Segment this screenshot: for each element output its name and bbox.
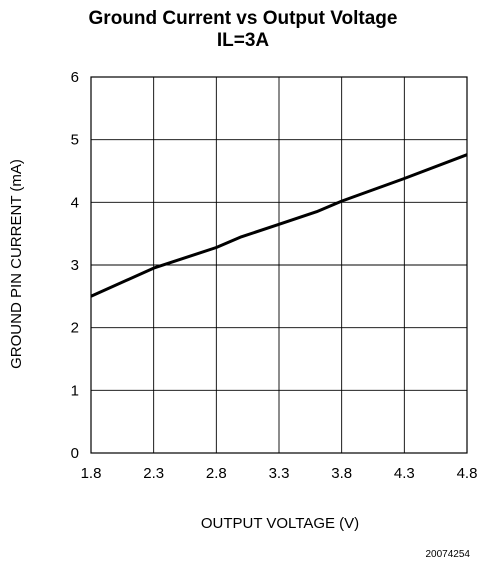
y-tick-label: 4 — [71, 194, 79, 211]
x-tick-label: 3.8 — [331, 465, 352, 482]
y-tick-labels: 0 1 2 3 4 5 6 — [71, 69, 79, 462]
x-tick-label: 4.3 — [394, 465, 415, 482]
x-tick-labels: 1.8 2.3 2.8 3.3 3.8 4.3 4.8 — [81, 465, 478, 482]
x-tick-label: 3.3 — [269, 465, 290, 482]
plot-frame — [90, 76, 468, 454]
figure-id: 20074254 — [426, 549, 471, 560]
x-tick-label: 1.8 — [81, 465, 102, 482]
y-tick-label: 5 — [71, 132, 79, 149]
grid — [90, 76, 468, 454]
chart-title: Ground Current vs Output Voltage — [89, 8, 398, 29]
y-tick-label: 1 — [71, 382, 79, 399]
y-axis-label: GROUND PIN CURRENT (mA) — [8, 159, 25, 369]
x-tick-label: 4.8 — [457, 465, 478, 482]
x-tick-label: 2.3 — [143, 465, 164, 482]
y-tick-label: 3 — [71, 257, 79, 274]
y-tick-label: 0 — [71, 445, 79, 462]
y-tick-label: 6 — [71, 69, 79, 86]
x-axis-label: OUTPUT VOLTAGE (V) — [201, 515, 359, 532]
series-line-0 — [90, 153, 468, 298]
x-tick-label: 2.8 — [206, 465, 227, 482]
chart-subtitle: IL=3A — [217, 30, 270, 51]
series-layer — [90, 153, 468, 298]
y-tick-label: 2 — [71, 320, 79, 337]
